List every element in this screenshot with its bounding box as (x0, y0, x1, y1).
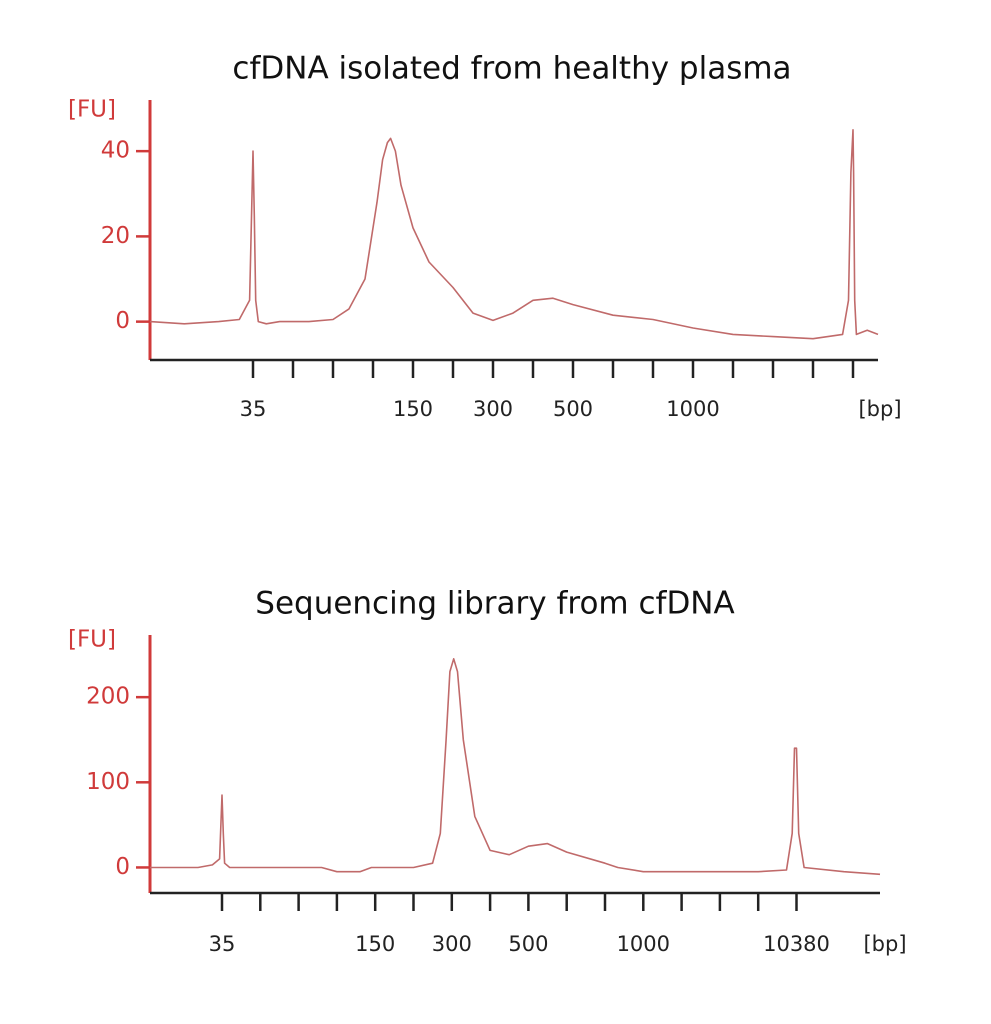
x-tick-label: 1000 (617, 932, 670, 956)
panel-bottom: Sequencing library from cfDNA [FU] [bp] (68, 586, 907, 957)
x-axis-label: [bp] (863, 932, 906, 956)
y-tick-label: 40 (101, 138, 130, 164)
y-tick-label: 100 (86, 769, 130, 795)
y-axis-label: [FU] (68, 627, 116, 653)
x-tick-label: 500 (508, 932, 548, 956)
y-axis-label: [FU] (68, 97, 116, 123)
chart-title: Sequencing library from cfDNA (255, 586, 734, 622)
x-tick-label: 500 (553, 397, 593, 421)
trace-line (149, 129, 879, 340)
y-tick-label: 0 (115, 854, 130, 880)
y-tick-label: 200 (86, 684, 130, 710)
x-tick-label: 300 (432, 932, 472, 956)
x-axis-label: [bp] (858, 397, 901, 421)
x-tick-label: 35 (209, 932, 236, 956)
x-tick-label: 300 (473, 397, 513, 421)
x-tick-label: 10380 (763, 932, 830, 956)
chart-title: cfDNA isolated from healthy plasma (232, 51, 791, 87)
panel-top: cfDNA isolated from healthy plasma [FU] … (68, 51, 902, 422)
y-tick-label: 0 (115, 308, 130, 334)
y-tick-label: 20 (101, 223, 130, 249)
x-tick-label: 150 (355, 932, 395, 956)
trace-line (150, 658, 881, 876)
x-tick-label: 150 (393, 397, 433, 421)
x-tick-label: 1000 (666, 397, 719, 421)
x-tick-label: 35 (240, 397, 267, 421)
